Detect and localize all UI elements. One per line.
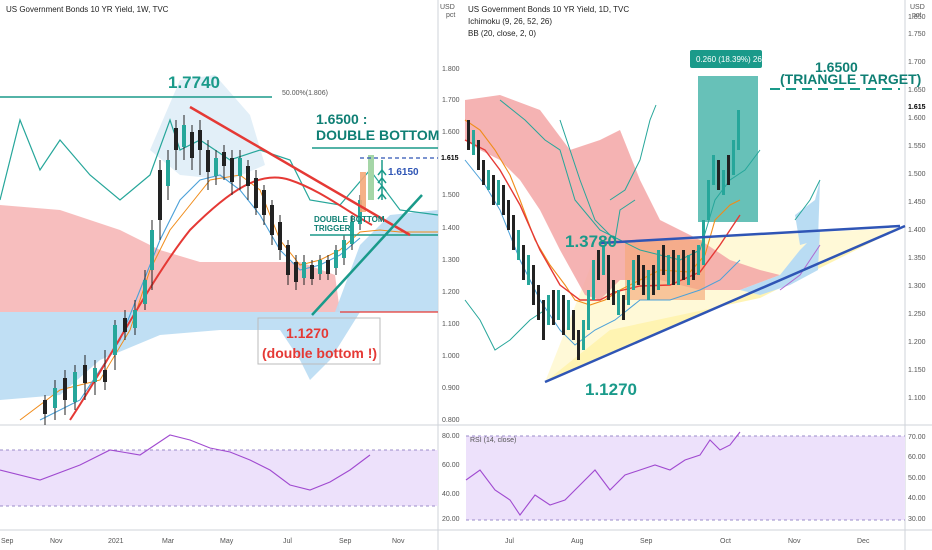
svg-text:1.350: 1.350 (908, 255, 926, 262)
unit-tag-right: pct (912, 12, 921, 19)
target-label-1: 1.6500 (815, 59, 858, 75)
svg-text:1.750: 1.750 (908, 31, 926, 38)
svg-text:60.00: 60.00 (442, 462, 460, 469)
svg-text:Jul: Jul (283, 538, 292, 545)
indicator-ichimoku: Ichimoku (9, 26, 52, 26) (468, 17, 552, 26)
double-bottom-label-2: DOUBLE BOTTOM (316, 127, 439, 143)
candles-left (43, 115, 374, 425)
triangle-upper-line (599, 224, 901, 245)
svg-text:1.550: 1.550 (908, 143, 926, 150)
double-bottom-label-1: 1.6500 : (316, 111, 367, 127)
svg-text:1.800: 1.800 (442, 66, 460, 73)
right-title: US Government Bonds 10 YR Yield, 1D, TVC (468, 5, 629, 14)
svg-text:1.150: 1.150 (908, 367, 926, 374)
level-13780-label: 1.3780 (565, 232, 617, 251)
price-axis-right: 1.850 1.750 1.700 1.650 1.615 1.600 1.55… (908, 14, 926, 402)
low-note-label: (double bottom !) (262, 345, 377, 361)
rsi-axis-right: 70.00 60.00 50.00 40.00 30.00 (908, 434, 926, 523)
price-axis-mid: 1.800 1.700 1.600 1.500 1.400 1.300 1.20… (441, 66, 460, 424)
svg-text:1.100: 1.100 (908, 395, 926, 402)
triangle-lower-line (544, 224, 906, 384)
measure-box-label: 0.260 (18.39%) 260 (696, 55, 767, 64)
fib-label: 50.00%(1.806) (282, 90, 328, 97)
svg-text:1.300: 1.300 (442, 257, 460, 264)
svg-text:Oct: Oct (720, 538, 731, 545)
cloud-blue-left (0, 210, 438, 400)
right-daily-chart (464, 50, 906, 384)
indicator-bb: BB (20, close, 2, 0) (468, 29, 536, 38)
svg-text:Nov: Nov (50, 538, 63, 545)
svg-text:Mar: Mar (162, 538, 175, 545)
rsi-axis-mid: 80.00 60.00 40.00 20.00 (442, 433, 460, 523)
svg-text:1.250: 1.250 (908, 311, 926, 318)
svg-text:Jul: Jul (505, 538, 514, 545)
x-axis-right: Jul Aug Sep Oct Nov Dec (505, 538, 870, 545)
uptrend-line (311, 194, 423, 316)
svg-text:1.700: 1.700 (908, 59, 926, 66)
target-small-label: 1.6150 (388, 167, 419, 178)
left-title: US Government Bonds 10 YR Yield, 1W, TVC (6, 5, 169, 14)
svg-text:1.100: 1.100 (442, 321, 460, 328)
currency-tag-mid: USD (440, 4, 455, 11)
currency-tag-right: USD (910, 4, 925, 11)
svg-text:70.00: 70.00 (908, 434, 926, 441)
left-weekly-chart (0, 75, 439, 425)
svg-text:80.00: 80.00 (442, 433, 460, 440)
svg-text:1.400: 1.400 (442, 225, 460, 232)
rsi-band-right (466, 436, 905, 520)
trigger-label-1: DOUBLE BOTTOM (314, 215, 385, 224)
svg-text:1.600: 1.600 (442, 129, 460, 136)
svg-text:1.500: 1.500 (442, 192, 460, 199)
rsi-label: RSI (14, close) (470, 437, 516, 444)
svg-text:20.00: 20.00 (442, 516, 460, 523)
rsi-band-left (0, 450, 438, 506)
svg-text:1.700: 1.700 (442, 97, 460, 104)
svg-text:Sep: Sep (339, 538, 352, 545)
target-label-2: (TRIANGLE TARGET) (780, 71, 921, 87)
svg-text:1.400: 1.400 (908, 227, 926, 234)
svg-text:Dec: Dec (857, 538, 870, 545)
svg-text:1.850: 1.850 (908, 14, 926, 21)
svg-text:1.200: 1.200 (442, 289, 460, 296)
svg-text:60.00: 60.00 (908, 454, 926, 461)
current-price-right: 1.615 (908, 104, 926, 111)
svg-text:1.600: 1.600 (908, 115, 926, 122)
svg-text:40.00: 40.00 (908, 495, 926, 502)
svg-text:40.00: 40.00 (442, 491, 460, 498)
svg-text:1.200: 1.200 (908, 339, 926, 346)
trigger-label-2: TRIGGER (314, 224, 351, 233)
rsi-line-right (465, 431, 741, 516)
svg-text:Sep: Sep (640, 538, 653, 545)
svg-text:Nov: Nov (788, 538, 801, 545)
svg-text:1.450: 1.450 (908, 199, 926, 206)
x-axis-left: Sep Nov 2021 Mar May Jul Sep Nov (1, 538, 405, 545)
low-label-left: 1.1270 (286, 325, 329, 341)
downtrend-line (189, 105, 411, 237)
svg-text:1.300: 1.300 (908, 283, 926, 290)
svg-text:May: May (220, 538, 234, 545)
svg-text:0.900: 0.900 (442, 385, 460, 392)
svg-text:1.500: 1.500 (908, 171, 926, 178)
svg-text:50.00: 50.00 (908, 475, 926, 482)
ma-line-left (69, 176, 373, 421)
candles-right (467, 110, 740, 360)
svg-text:Nov: Nov (392, 538, 405, 545)
low-label-right: 1.1270 (585, 380, 637, 399)
svg-text:30.00: 30.00 (908, 516, 926, 523)
svg-text:0.800: 0.800 (442, 417, 460, 424)
svg-text:Sep: Sep (1, 538, 14, 545)
svg-text:2021: 2021 (108, 538, 124, 545)
level-top-label: 1.7740 (168, 73, 220, 92)
unit-tag-mid: pct (446, 12, 455, 19)
svg-text:Aug: Aug (571, 538, 584, 545)
current-price-mid: 1.615 (441, 155, 459, 162)
rsi-line-left (0, 434, 371, 491)
svg-text:1.650: 1.650 (908, 87, 926, 94)
svg-text:1.000: 1.000 (442, 353, 460, 360)
